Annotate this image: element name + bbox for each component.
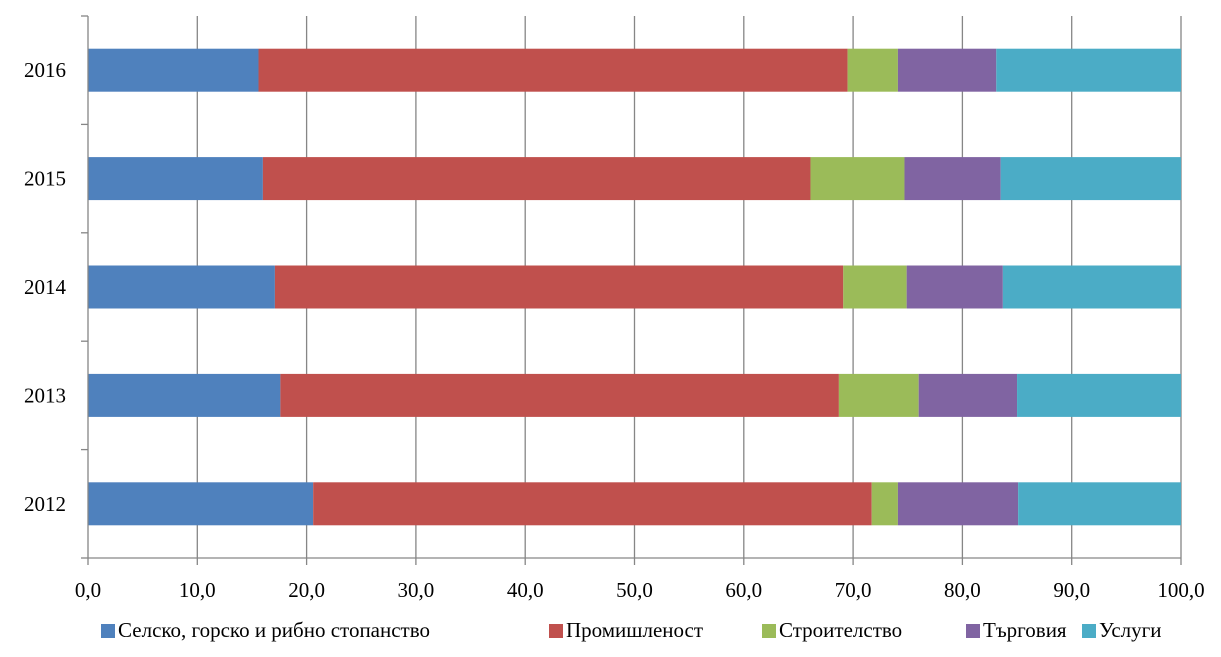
bar-segment — [904, 157, 1001, 201]
bar-segment — [847, 48, 898, 92]
x-tick-label: 30,0 — [398, 578, 435, 602]
legend-swatch — [549, 624, 563, 638]
x-tick-label: 10,0 — [179, 578, 216, 602]
x-tick-label: 80,0 — [944, 578, 981, 602]
x-tick-label: 0,0 — [75, 578, 101, 602]
legend-label: Услуги — [1099, 618, 1162, 642]
legend-label: Търговия — [983, 618, 1067, 642]
bar-segment — [1017, 373, 1181, 417]
y-category-label: 2015 — [24, 167, 66, 191]
legend-label: Селско, горско и рибно стопанство — [118, 618, 430, 642]
tick-labels: 0,0 10,0 20,0 30,0 40,0 50,0 60,0 70,0 80,0 90,0 1… — [24, 58, 1205, 602]
legend-swatch — [101, 624, 115, 638]
bar-segment — [88, 373, 281, 417]
legend-label: Строителство — [779, 618, 902, 642]
legend-swatch — [966, 624, 980, 638]
y-category-label: 2014 — [24, 275, 67, 299]
bar-segment — [838, 373, 919, 417]
bar-segment — [313, 482, 872, 526]
bar-segment — [1002, 265, 1181, 309]
bar-segment — [88, 265, 275, 309]
bar-segment — [88, 157, 263, 201]
bar-segment — [897, 482, 1019, 526]
legend-swatch — [762, 624, 776, 638]
bar-segment — [262, 157, 811, 201]
bar-segment — [810, 157, 905, 201]
bar-segment — [1000, 157, 1181, 201]
bar-segment — [871, 482, 898, 526]
x-tick-label: 20,0 — [288, 578, 325, 602]
x-tick-label: 40,0 — [507, 578, 544, 602]
x-tick-label: 100,0 — [1157, 578, 1204, 602]
bar-segment — [274, 265, 844, 309]
x-tick-label: 60,0 — [725, 578, 762, 602]
y-category-label: 2013 — [24, 383, 66, 407]
legend-label: Промишленост — [566, 618, 703, 642]
bar-segment — [918, 373, 1018, 417]
legend-swatch — [1082, 624, 1096, 638]
y-category-label: 2016 — [24, 58, 66, 82]
x-tick-label: 50,0 — [616, 578, 653, 602]
bar-segment — [906, 265, 1003, 309]
bar-segment — [280, 373, 839, 417]
x-tick-label: 90,0 — [1053, 578, 1090, 602]
bar-segment — [88, 482, 314, 526]
bar-segment — [843, 265, 907, 309]
bars — [88, 48, 1181, 526]
bar-segment — [258, 48, 848, 92]
legend: Селско, горско и рибно стопанство Промишл… — [101, 618, 1162, 642]
bar-segment — [1018, 482, 1181, 526]
bar-segment — [996, 48, 1181, 92]
bar-segment — [88, 48, 259, 92]
axes — [81, 15, 1182, 565]
x-tick-label: 70,0 — [835, 578, 872, 602]
bar-segment — [897, 48, 997, 92]
y-category-label: 2012 — [24, 492, 66, 516]
